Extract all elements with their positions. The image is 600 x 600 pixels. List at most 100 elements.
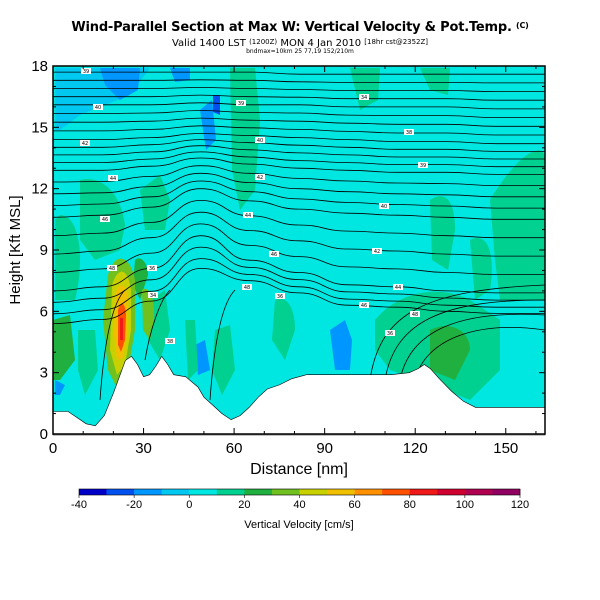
contour-label-bg [275,293,285,299]
colorbar-tick-label: 40 [293,499,305,511]
field-patch [140,175,170,230]
x-tick-label: 120 [403,440,428,457]
field-patch [272,298,295,360]
x-axis-label: Distance [nm] [250,461,348,478]
theta-contour-line [53,79,545,84]
theta-contour-line [53,125,545,136]
contour-label-bg [108,175,118,181]
contour-label-bg [404,129,414,135]
contour-label-bg [165,338,175,344]
x-tick-label: 60 [226,440,243,457]
colorbar-swatch [244,489,273,495]
valid-forecast: [18hr cst@2352Z] [364,38,429,46]
theta-contour-line [53,157,545,175]
theta-contour-line [53,180,545,209]
valid-time-line: Valid 1400 LST (1200Z) MON 4 Jan 2010 [1… [0,38,600,49]
field-patch [53,315,75,380]
theta-contour-line [53,71,545,75]
colorbar-tick-label: 60 [349,499,361,511]
contour-label: 48 [109,266,115,272]
colorbar-swatch [189,489,218,495]
field-patch [212,325,235,395]
contour-label: 42 [82,141,88,147]
field-patch [78,330,98,395]
y-axis-label: Height [Kft MSL] [7,195,24,304]
contour-label-bg [148,292,158,298]
contour-label-bg [80,140,90,146]
field-patch [420,68,450,95]
field-patch [55,215,80,300]
theta-contour-labels: 39 40 42 44 46 48 36 34 38 39 40 42 44 46 48 36 34 38 39 40… [80,68,428,345]
field-patch [350,68,380,110]
chart-title-text: Wind-Parallel Section at Max W: Vertical… [71,20,512,35]
contour-label: 46 [271,252,277,258]
theta-contour-line [53,199,545,239]
contour-label: 36 [277,294,283,300]
field-patch [55,380,65,395]
theta-contour-line [53,133,545,145]
contour-label: 46 [102,217,108,223]
contour-label: 42 [374,249,380,255]
field-patch [185,320,198,380]
contour-label-bg [147,265,157,271]
contour-label-bg [269,251,279,257]
contour-label-bg [107,265,117,271]
theta-contour-line [53,102,545,110]
colorbar-tick-label: 20 [238,499,250,511]
field-patch [195,340,210,375]
colorbar-swatch [492,489,521,495]
y-tick-label: 0 [40,426,48,443]
colorbar-swatch [106,489,135,495]
y-tick-label: 12 [31,181,48,198]
y-tick-label: 15 [31,119,48,136]
valid-prefix: Valid 1400 LST [171,38,246,49]
colorbar-tick-label: 80 [404,499,416,511]
theta-contour-line [399,313,545,381]
colorbar: -40 -20 0 20 40 60 80 100 120 [71,488,529,511]
contour-label: 44 [245,213,251,219]
contour-label-bg [359,94,369,100]
contour-label: 48 [412,312,418,318]
contour-label: 46 [361,303,367,309]
contour-label-bg [243,212,253,218]
contour-label-bg [236,100,246,106]
colorbar-swatch [327,489,355,495]
contour-label: 48 [244,285,250,291]
colorbar-swatch [79,489,107,495]
contour-label-bg [100,216,110,222]
colorbar-tick-label: -40 [71,499,87,511]
field-patch [430,326,470,380]
colorbar-swatch [409,489,438,495]
theta-contour-line [53,211,545,257]
colorbar-tick-label: 0 [186,499,192,511]
theta-contour-line [53,139,545,152]
chart-title: Wind-Parallel Section at Max W: Vertical… [0,20,600,35]
colorbar-label: Vertical Velocity [cm/s] [244,519,353,531]
contour-label: 34 [150,293,156,299]
colorbar-swatch [437,489,466,495]
theta-contour-line [53,165,545,187]
colorbar-swatch [134,489,162,495]
title-tag: (C) [516,21,529,30]
x-tick-label: 0 [49,440,57,457]
contour-label-bg [255,174,265,180]
contour-label: 40 [381,204,387,210]
theta-contour-line [53,258,545,315]
y-tick-label: 9 [40,242,48,259]
contour-label: 40 [257,138,263,144]
colorbar-tick-label: 120 [511,499,529,511]
contour-label-bg [418,162,428,168]
contour-label: 42 [257,175,263,181]
field-patch [170,68,190,82]
theta-contour-line [53,188,545,220]
contour-label: 40 [95,105,101,111]
section-info: bndmax=10km 25 77,19 152/210m [246,48,354,55]
theta-contour-line [53,223,545,275]
field-patch [490,150,545,300]
field-patch [430,196,455,270]
colorbar-swatch [271,489,300,495]
contour-label-bg [255,137,265,143]
field-patch [213,95,220,115]
